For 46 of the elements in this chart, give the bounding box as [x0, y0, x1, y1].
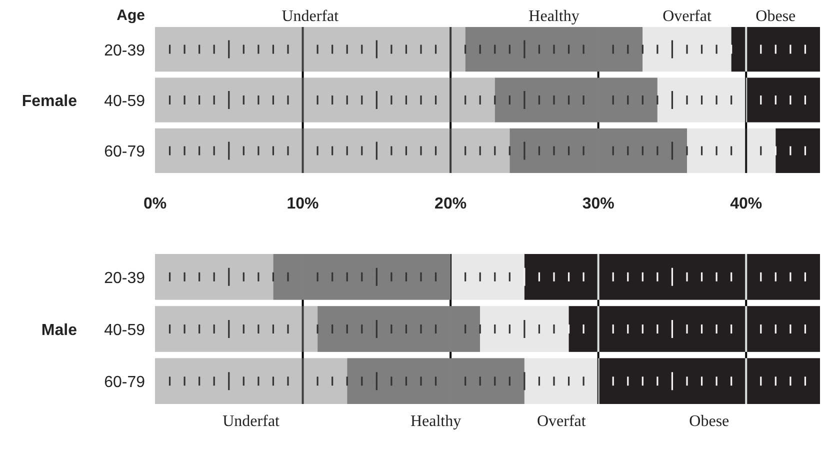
y-tick-label: 40-59: [104, 93, 146, 110]
bar: [273, 254, 451, 300]
series-label: Underfat: [282, 8, 340, 25]
bar: [731, 27, 820, 72]
x-tick-label: 0%: [143, 195, 167, 212]
series-label: Overfat: [662, 8, 712, 25]
text: Age: [116, 7, 145, 24]
x-tick-label: 10%: [286, 195, 319, 212]
series-label: Obese: [756, 8, 796, 25]
bar: [642, 27, 732, 72]
bar: [318, 306, 480, 352]
bar: [494, 78, 658, 122]
series-label: Obese: [689, 413, 730, 430]
x-tick-label: 30%: [582, 195, 614, 212]
bar: [155, 78, 495, 122]
bar: [524, 358, 598, 404]
x-tick-label: 20%: [434, 195, 467, 212]
bar: [598, 358, 820, 404]
bar: [465, 27, 643, 72]
bar: [746, 78, 820, 122]
bar: [480, 306, 569, 352]
series-label: Healthy: [528, 8, 580, 25]
y-axis-title: Female: [22, 93, 78, 110]
series-label: Healthy: [410, 413, 462, 430]
bar: [155, 128, 510, 173]
y-tick-label: 20-39: [104, 42, 146, 60]
bar: [450, 254, 524, 300]
y-tick-label: 40-59: [104, 322, 146, 339]
y-tick-label: 60-79: [104, 144, 146, 161]
bar: [657, 78, 746, 122]
bar: [155, 358, 348, 404]
bar: [568, 306, 820, 352]
bar: [155, 27, 466, 72]
bar: [776, 128, 820, 173]
bar: [687, 128, 776, 173]
bar: [524, 254, 820, 300]
bar: [347, 358, 524, 404]
bar: [155, 254, 274, 300]
y-tick-label: 60-79: [104, 374, 146, 392]
y-tick-label: 20-39: [104, 270, 146, 287]
y-axis-title: Male: [41, 322, 78, 339]
bar: [155, 306, 318, 352]
x-tick-label: 40%: [730, 195, 762, 212]
series-label: Overfat: [536, 413, 586, 430]
series-label: Underfat: [222, 413, 280, 430]
bar: [510, 128, 687, 173]
